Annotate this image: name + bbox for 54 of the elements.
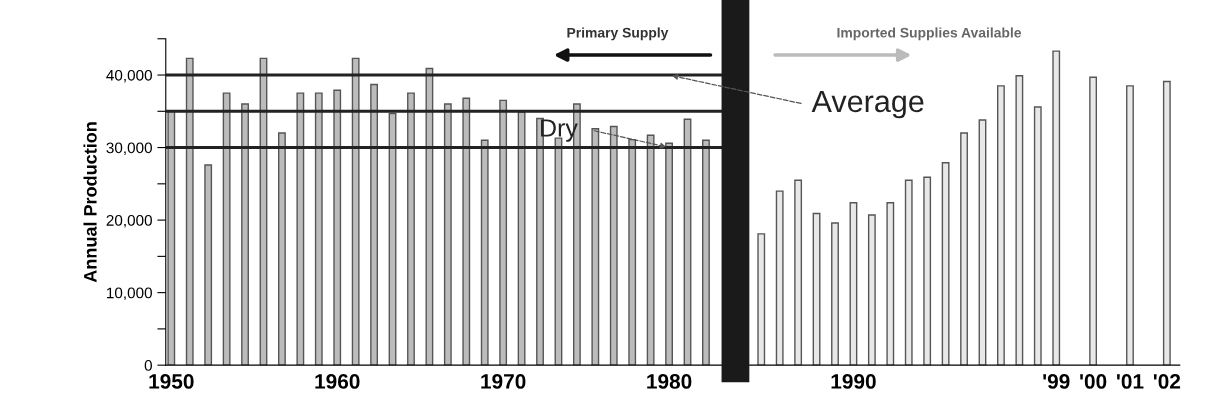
bar: [1033, 106, 1042, 366]
bar: [480, 139, 489, 366]
bar: [1162, 80, 1171, 366]
bar: [1015, 75, 1024, 366]
x-tick-label: '02: [1153, 374, 1181, 389]
y-axis-title: Annual Production: [83, 122, 97, 283]
bar: [370, 83, 379, 366]
bar: [296, 92, 305, 366]
bar: [167, 110, 176, 366]
bar: [499, 99, 508, 366]
bar: [517, 111, 526, 366]
x-tick-label: 1980: [647, 374, 692, 389]
bar: [425, 67, 434, 366]
x-tick-label: 1990: [831, 374, 876, 389]
bar: [923, 176, 932, 366]
annotation: Average: [811, 90, 924, 119]
y-tick-label: 10,000: [107, 287, 152, 301]
x-tick-label: 1960: [315, 374, 360, 389]
bar: [407, 92, 415, 366]
x-tick-label: 1950: [149, 374, 194, 389]
bar: [333, 89, 342, 366]
bar: [757, 233, 766, 366]
x-tick-label: '99: [1043, 374, 1070, 389]
bar: [941, 162, 950, 366]
bar: [1126, 85, 1134, 366]
bar: [351, 57, 360, 366]
bar: [794, 179, 803, 366]
bar: [1052, 50, 1061, 366]
bar: [996, 85, 1005, 366]
bar: [775, 190, 784, 366]
bar: [867, 214, 876, 366]
y-tick-label: 40,000: [106, 69, 152, 83]
y-tick-label: 30,000: [106, 142, 152, 156]
bar: [831, 222, 839, 366]
bar: [1089, 76, 1098, 366]
y-tick-label: 0: [144, 360, 152, 371]
bar: [185, 57, 194, 366]
bar: [222, 92, 231, 366]
x-tick-label: '00: [1080, 374, 1107, 389]
bar: [277, 132, 286, 366]
bar: [443, 103, 452, 366]
bar: [886, 201, 895, 366]
annotation: Imported Supplies Available: [837, 27, 1022, 41]
bar: [204, 164, 213, 366]
bar: [904, 179, 913, 366]
bar: [702, 139, 710, 366]
bar: [314, 92, 323, 366]
annotation: Primary Supply: [567, 27, 669, 41]
x-tick-label: '01: [1117, 374, 1144, 389]
x-tick-label: 1970: [481, 374, 526, 389]
bar: [462, 97, 471, 366]
y-tick-label: 20,000: [106, 214, 152, 228]
bar: [960, 132, 968, 366]
bar: [241, 103, 249, 366]
